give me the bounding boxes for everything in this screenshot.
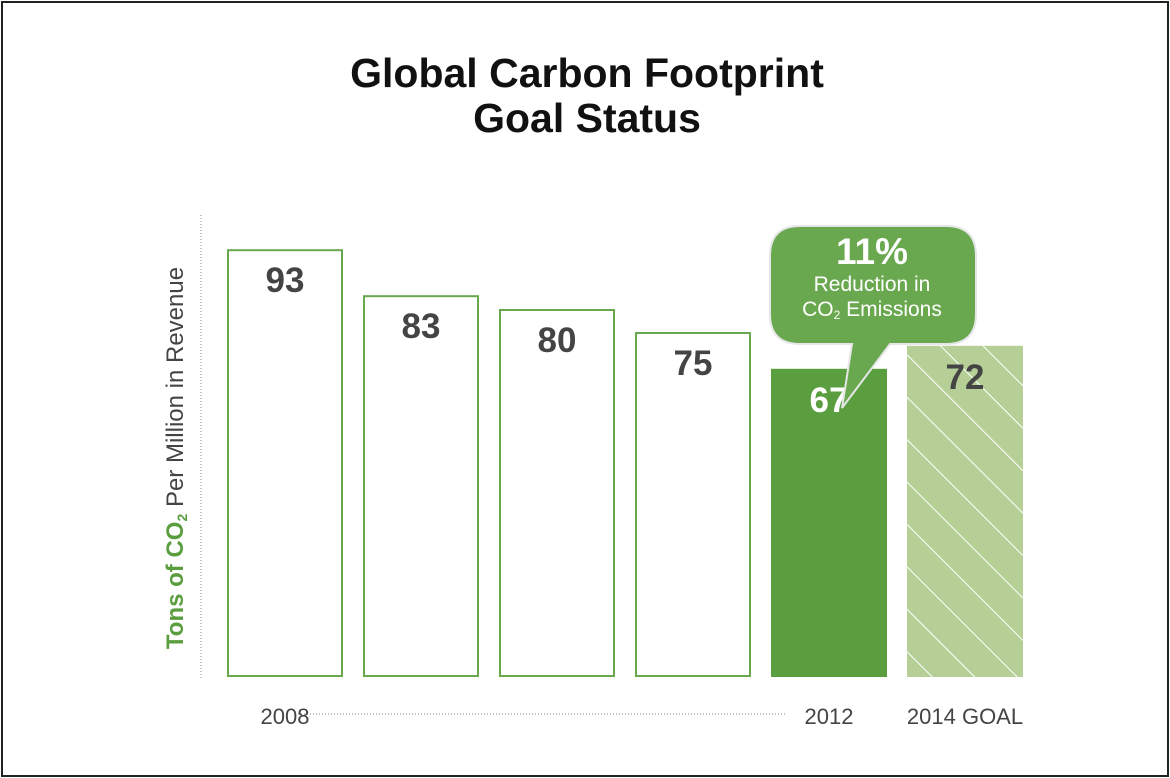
x-tick-label: 2014 GOAL	[907, 704, 1023, 729]
bar-hatch	[907, 345, 1023, 677]
bar-2012	[771, 368, 887, 677]
x-tick-label: 2012	[805, 704, 854, 729]
reduction-line-2-subscript: 2	[833, 308, 841, 322]
bar-value-label: 72	[946, 358, 985, 397]
bar-rect	[499, 309, 615, 677]
bar-value-label: 93	[266, 261, 305, 300]
bar-value-label: 80	[538, 321, 577, 360]
reduction-callout	[769, 225, 977, 409]
chart-title-line-1: Global Carbon Footprint	[350, 50, 824, 96]
bar-index-2	[499, 309, 615, 677]
reduction-line-2: CO2 Emissions	[768, 297, 976, 328]
bar-rect	[635, 332, 751, 677]
reduction-line-1: Reduction in	[813, 273, 931, 296]
bar-index-3	[635, 332, 751, 677]
reduction-line-2-co: CO	[802, 298, 834, 321]
x-tick-label: 2008	[261, 704, 310, 729]
bar-rect	[227, 249, 343, 677]
y-axis-label: Tons of CO2 Per Million in Revenue	[162, 267, 190, 649]
bar-value-label: 67	[810, 381, 849, 420]
bar-value-label: 75	[674, 344, 713, 383]
y-axis-label-subscript: 2	[174, 513, 190, 522]
bar-rect	[363, 295, 479, 677]
reduction-callout-text: 11% Reduction in CO2 Emissions	[768, 224, 976, 328]
y-axis-label-rest: Per Million in Revenue	[162, 266, 189, 514]
bar-rect	[771, 368, 887, 677]
y-axis-label-bold: Tons of CO	[162, 521, 189, 650]
bar-index-1	[363, 295, 479, 677]
reduction-percent: 11%	[835, 231, 908, 272]
bar-value-label: 83	[402, 307, 441, 346]
chart-title-line-2: Goal Status	[473, 95, 701, 141]
chart-title: Global Carbon Footprint Goal Status	[3, 51, 1170, 141]
bar-2014-goal	[907, 345, 1023, 677]
bar-2008	[227, 249, 343, 677]
reduction-line-2-emissions: Emissions	[840, 298, 942, 321]
